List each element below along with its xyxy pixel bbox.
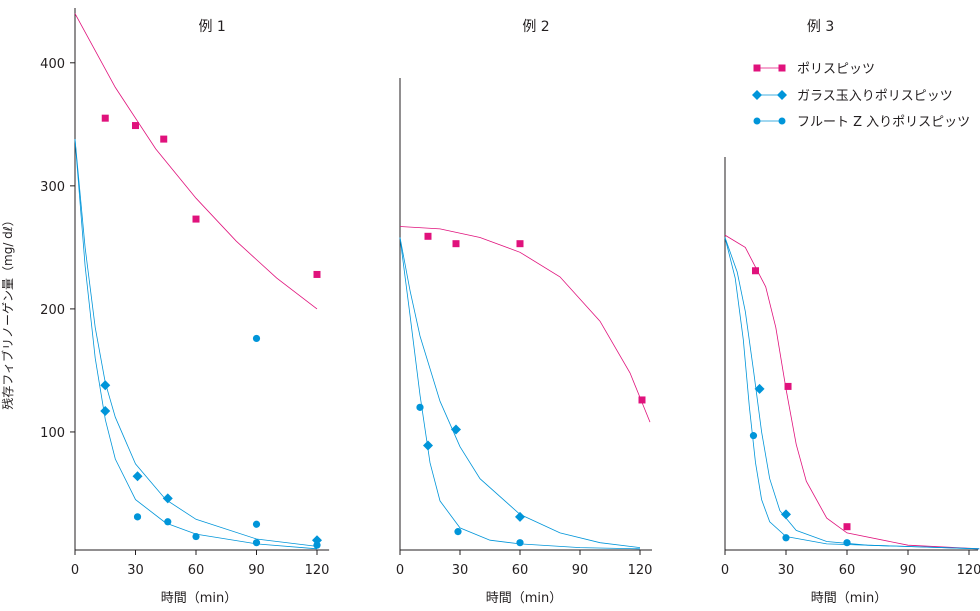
y-tick-label: 400 — [40, 57, 65, 72]
legend-square-marker-right — [778, 64, 786, 72]
legend-label-flute: フルート Z 入りポリスピッツ — [797, 115, 970, 130]
y-tick-label: 100 — [40, 426, 65, 441]
legend-diamond-marker-left — [752, 90, 762, 100]
legend-label-glass: ガラス玉入りポリスピッツ — [797, 89, 953, 104]
x-tick-label: 120 — [628, 563, 653, 578]
fit-curve-flute-panel-3 — [724, 237, 980, 550]
data-point-flute-panel-1 — [192, 532, 200, 541]
data-point-poly-panel-1 — [101, 114, 109, 122]
fit-curve-glass-panel-3 — [724, 237, 980, 550]
fit-curve-glass-panel-2 — [399, 237, 641, 548]
panel-title: 例 2 — [522, 19, 549, 35]
x-tick-label: 30 — [127, 563, 144, 578]
data-markers-layer — [100, 114, 851, 549]
fit-curve-poly-panel-3 — [724, 234, 980, 550]
data-point-poly-panel-3 — [751, 267, 759, 275]
data-point-flute-panel-1 — [252, 334, 261, 343]
fit-curve-glass-panel-1 — [74, 139, 318, 547]
data-point-glass-panel-1 — [132, 471, 143, 482]
legend: ポリスピッツ ガラス玉入りポリスピッツ フルート Z 入りポリスピッツ — [752, 62, 970, 130]
panel-title: 例 1 — [198, 19, 225, 35]
legend-diamond-marker-right — [777, 90, 787, 100]
x-tick-label: 90 — [572, 563, 589, 578]
data-point-glass-panel-2 — [423, 440, 433, 451]
legend-item-poly: ポリスピッツ — [753, 62, 875, 77]
data-point-glass-panel-3 — [780, 509, 791, 520]
x-tick-label: 0 — [71, 563, 79, 578]
data-point-glass-panel-2 — [515, 511, 525, 522]
data-point-poly-panel-2 — [516, 240, 524, 248]
y-tick-label: 300 — [40, 180, 65, 195]
x-tick-label: 0 — [396, 563, 404, 578]
data-point-glass-panel-1 — [162, 493, 173, 504]
x-axis-label: 時間（min） — [811, 591, 888, 606]
x-tick-label: 90 — [248, 563, 265, 578]
x-tick-label: 30 — [452, 563, 469, 578]
x-tick-label: 0 — [721, 563, 729, 578]
data-point-flute-panel-1 — [252, 520, 261, 528]
x-tick-label: 90 — [900, 563, 917, 578]
data-point-poly-panel-3 — [843, 523, 851, 531]
x-tick-label: 30 — [778, 563, 795, 578]
data-point-glass-panel-3 — [754, 383, 765, 394]
data-point-glass-panel-1 — [100, 406, 111, 417]
x-axis-label: 時間（min） — [486, 591, 563, 606]
y-axis-label: 残存フィブリノーゲン量（mg/ dℓ） — [0, 214, 15, 410]
data-point-poly-panel-2 — [638, 396, 646, 404]
fit-curve-poly-panel-1 — [74, 13, 318, 310]
fit-curve-flute-panel-1 — [74, 139, 318, 550]
data-point-poly-panel-1 — [313, 270, 321, 278]
data-point-flute-panel-3 — [749, 432, 758, 440]
panel-title: 例 3 — [807, 19, 834, 35]
x-tick-label: 120 — [305, 563, 330, 578]
data-point-poly-panel-2 — [452, 240, 460, 248]
data-point-poly-panel-2 — [424, 232, 432, 240]
data-point-poly-panel-1 — [132, 122, 140, 130]
data-point-flute-panel-1 — [164, 518, 172, 526]
data-point-poly-panel-1 — [192, 215, 200, 223]
fit-curve-flute-panel-2 — [399, 237, 641, 550]
x-tick-label: 60 — [512, 563, 529, 578]
data-point-flute-panel-2 — [516, 539, 524, 547]
legend-item-flute: フルート Z 入りポリスピッツ — [753, 115, 970, 130]
y-tick-label: 200 — [40, 303, 65, 318]
data-point-poly-panel-3 — [784, 382, 792, 390]
x-tick-label: 60 — [839, 563, 856, 578]
x-tick-label: 120 — [957, 563, 980, 578]
data-point-flute-panel-1 — [133, 513, 142, 521]
legend-square-marker-left — [753, 64, 761, 72]
x-axis-label: 時間（min） — [161, 591, 238, 606]
legend-label-poly: ポリスピッツ — [797, 62, 875, 77]
x-tick-label: 60 — [188, 563, 205, 578]
data-point-flute-panel-1 — [252, 539, 261, 547]
data-point-poly-panel-1 — [160, 135, 168, 143]
data-point-flute-panel-1 — [313, 541, 321, 549]
legend-circle-marker-right — [778, 117, 786, 125]
data-point-flute-panel-2 — [416, 403, 424, 411]
legend-item-glass: ガラス玉入りポリスピッツ — [752, 89, 953, 104]
data-point-flute-panel-2 — [454, 528, 462, 536]
data-point-glass-panel-2 — [451, 424, 461, 435]
fit-curve-poly-panel-2 — [399, 226, 651, 423]
data-point-flute-panel-3 — [843, 539, 851, 547]
data-point-flute-panel-3 — [782, 534, 790, 542]
legend-circle-marker-left — [753, 117, 761, 125]
data-point-glass-panel-1 — [100, 380, 111, 391]
